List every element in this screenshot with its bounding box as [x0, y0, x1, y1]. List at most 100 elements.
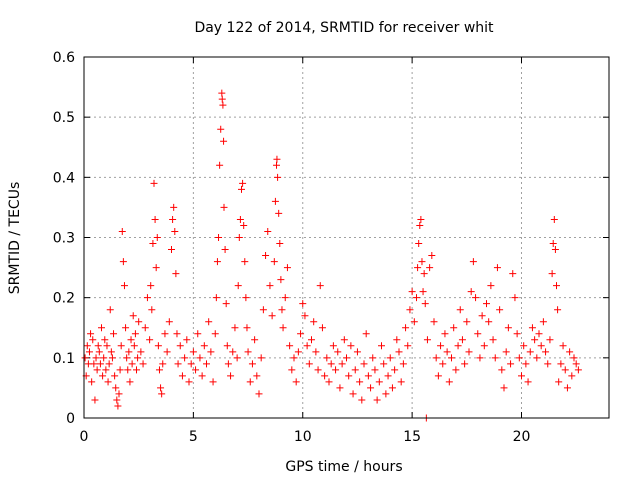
data-point: [223, 342, 231, 350]
points-layer: [81, 89, 582, 422]
data-point: [127, 336, 135, 344]
data-point: [380, 360, 388, 368]
data-point: [203, 360, 210, 368]
data-point: [531, 336, 539, 344]
data-point: [173, 330, 181, 338]
data-point: [415, 240, 423, 248]
data-point: [235, 234, 243, 241]
data-point: [539, 318, 547, 326]
data-point: [205, 318, 213, 326]
data-point: [437, 342, 445, 350]
data-point: [399, 360, 407, 368]
data-point: [94, 342, 102, 350]
data-point: [231, 324, 239, 332]
data-point: [559, 342, 567, 350]
data-point: [92, 354, 100, 362]
tick-layer: 0 0.1 0.2 0.3 0.4 0.5 0.6 0 5 10 15 20: [53, 50, 609, 445]
x-axis-label: GPS time / hours: [285, 459, 402, 475]
y-tick-label: 0.1: [53, 351, 75, 367]
data-point: [183, 336, 191, 344]
data-point: [388, 384, 396, 392]
data-point: [504, 324, 512, 332]
data-point: [243, 324, 251, 332]
data-point: [185, 378, 193, 386]
data-point: [426, 264, 434, 272]
data-point: [535, 330, 543, 338]
data-point: [126, 378, 134, 386]
data-point: [100, 354, 108, 362]
data-point: [310, 318, 318, 326]
data-point: [507, 360, 515, 368]
data-point: [450, 324, 458, 332]
data-point: [518, 372, 525, 380]
y-tick-label: 0: [66, 411, 75, 427]
data-point: [221, 246, 229, 254]
data-point: [456, 306, 464, 314]
data-point: [112, 384, 120, 392]
data-point: [533, 354, 541, 362]
data-point: [128, 360, 136, 368]
data-point: [428, 252, 436, 260]
data-point: [555, 378, 563, 386]
data-point: [448, 354, 455, 362]
y-axis-label: SRMTID / TECUs: [7, 182, 23, 295]
data-point: [224, 360, 232, 368]
data-point: [130, 342, 138, 350]
data-point: [273, 161, 280, 169]
data-point: [340, 336, 348, 344]
data-point: [119, 258, 127, 266]
data-point: [336, 384, 344, 392]
data-point: [106, 306, 114, 314]
data-point: [347, 342, 355, 350]
data-point: [227, 372, 235, 380]
data-point: [561, 366, 569, 374]
data-point: [192, 366, 200, 374]
data-point: [343, 354, 350, 362]
data-point: [478, 312, 486, 320]
data-point: [299, 300, 307, 308]
data-point: [476, 354, 484, 362]
data-point: [378, 342, 385, 350]
data-point: [283, 264, 291, 272]
data-point: [439, 360, 447, 368]
data-point: [143, 294, 151, 302]
data-point: [301, 312, 309, 320]
data-point: [147, 282, 155, 290]
data-point: [187, 360, 195, 368]
data-point: [113, 396, 121, 404]
data-point: [308, 336, 315, 344]
data-point: [434, 372, 442, 380]
data-point: [131, 330, 139, 338]
data-point: [273, 155, 281, 163]
x-tick-label: 0: [80, 429, 89, 445]
data-point: [105, 360, 113, 368]
data-point: [358, 396, 366, 404]
data-point: [570, 354, 578, 362]
data-point: [511, 294, 519, 302]
data-point: [410, 318, 418, 326]
data-point: [353, 348, 361, 356]
data-point: [568, 372, 576, 380]
data-point: [220, 137, 228, 145]
data-point: [502, 348, 510, 356]
data-point: [129, 312, 137, 320]
data-point: [90, 360, 98, 368]
data-point: [290, 354, 298, 362]
data-point: [111, 372, 119, 380]
data-point: [257, 354, 265, 362]
data-point: [102, 366, 110, 374]
data-point: [239, 179, 247, 187]
data-point: [413, 294, 420, 302]
data-point: [255, 390, 263, 398]
data-point: [88, 378, 96, 386]
y-tick-label: 0.6: [53, 50, 75, 66]
data-point: [393, 336, 401, 344]
data-point: [472, 294, 480, 302]
data-point: [483, 300, 490, 308]
data-point: [524, 378, 532, 386]
data-point: [303, 342, 311, 350]
data-point: [268, 312, 276, 320]
data-point: [211, 330, 219, 338]
data-point: [170, 203, 178, 211]
data-point: [134, 354, 142, 362]
